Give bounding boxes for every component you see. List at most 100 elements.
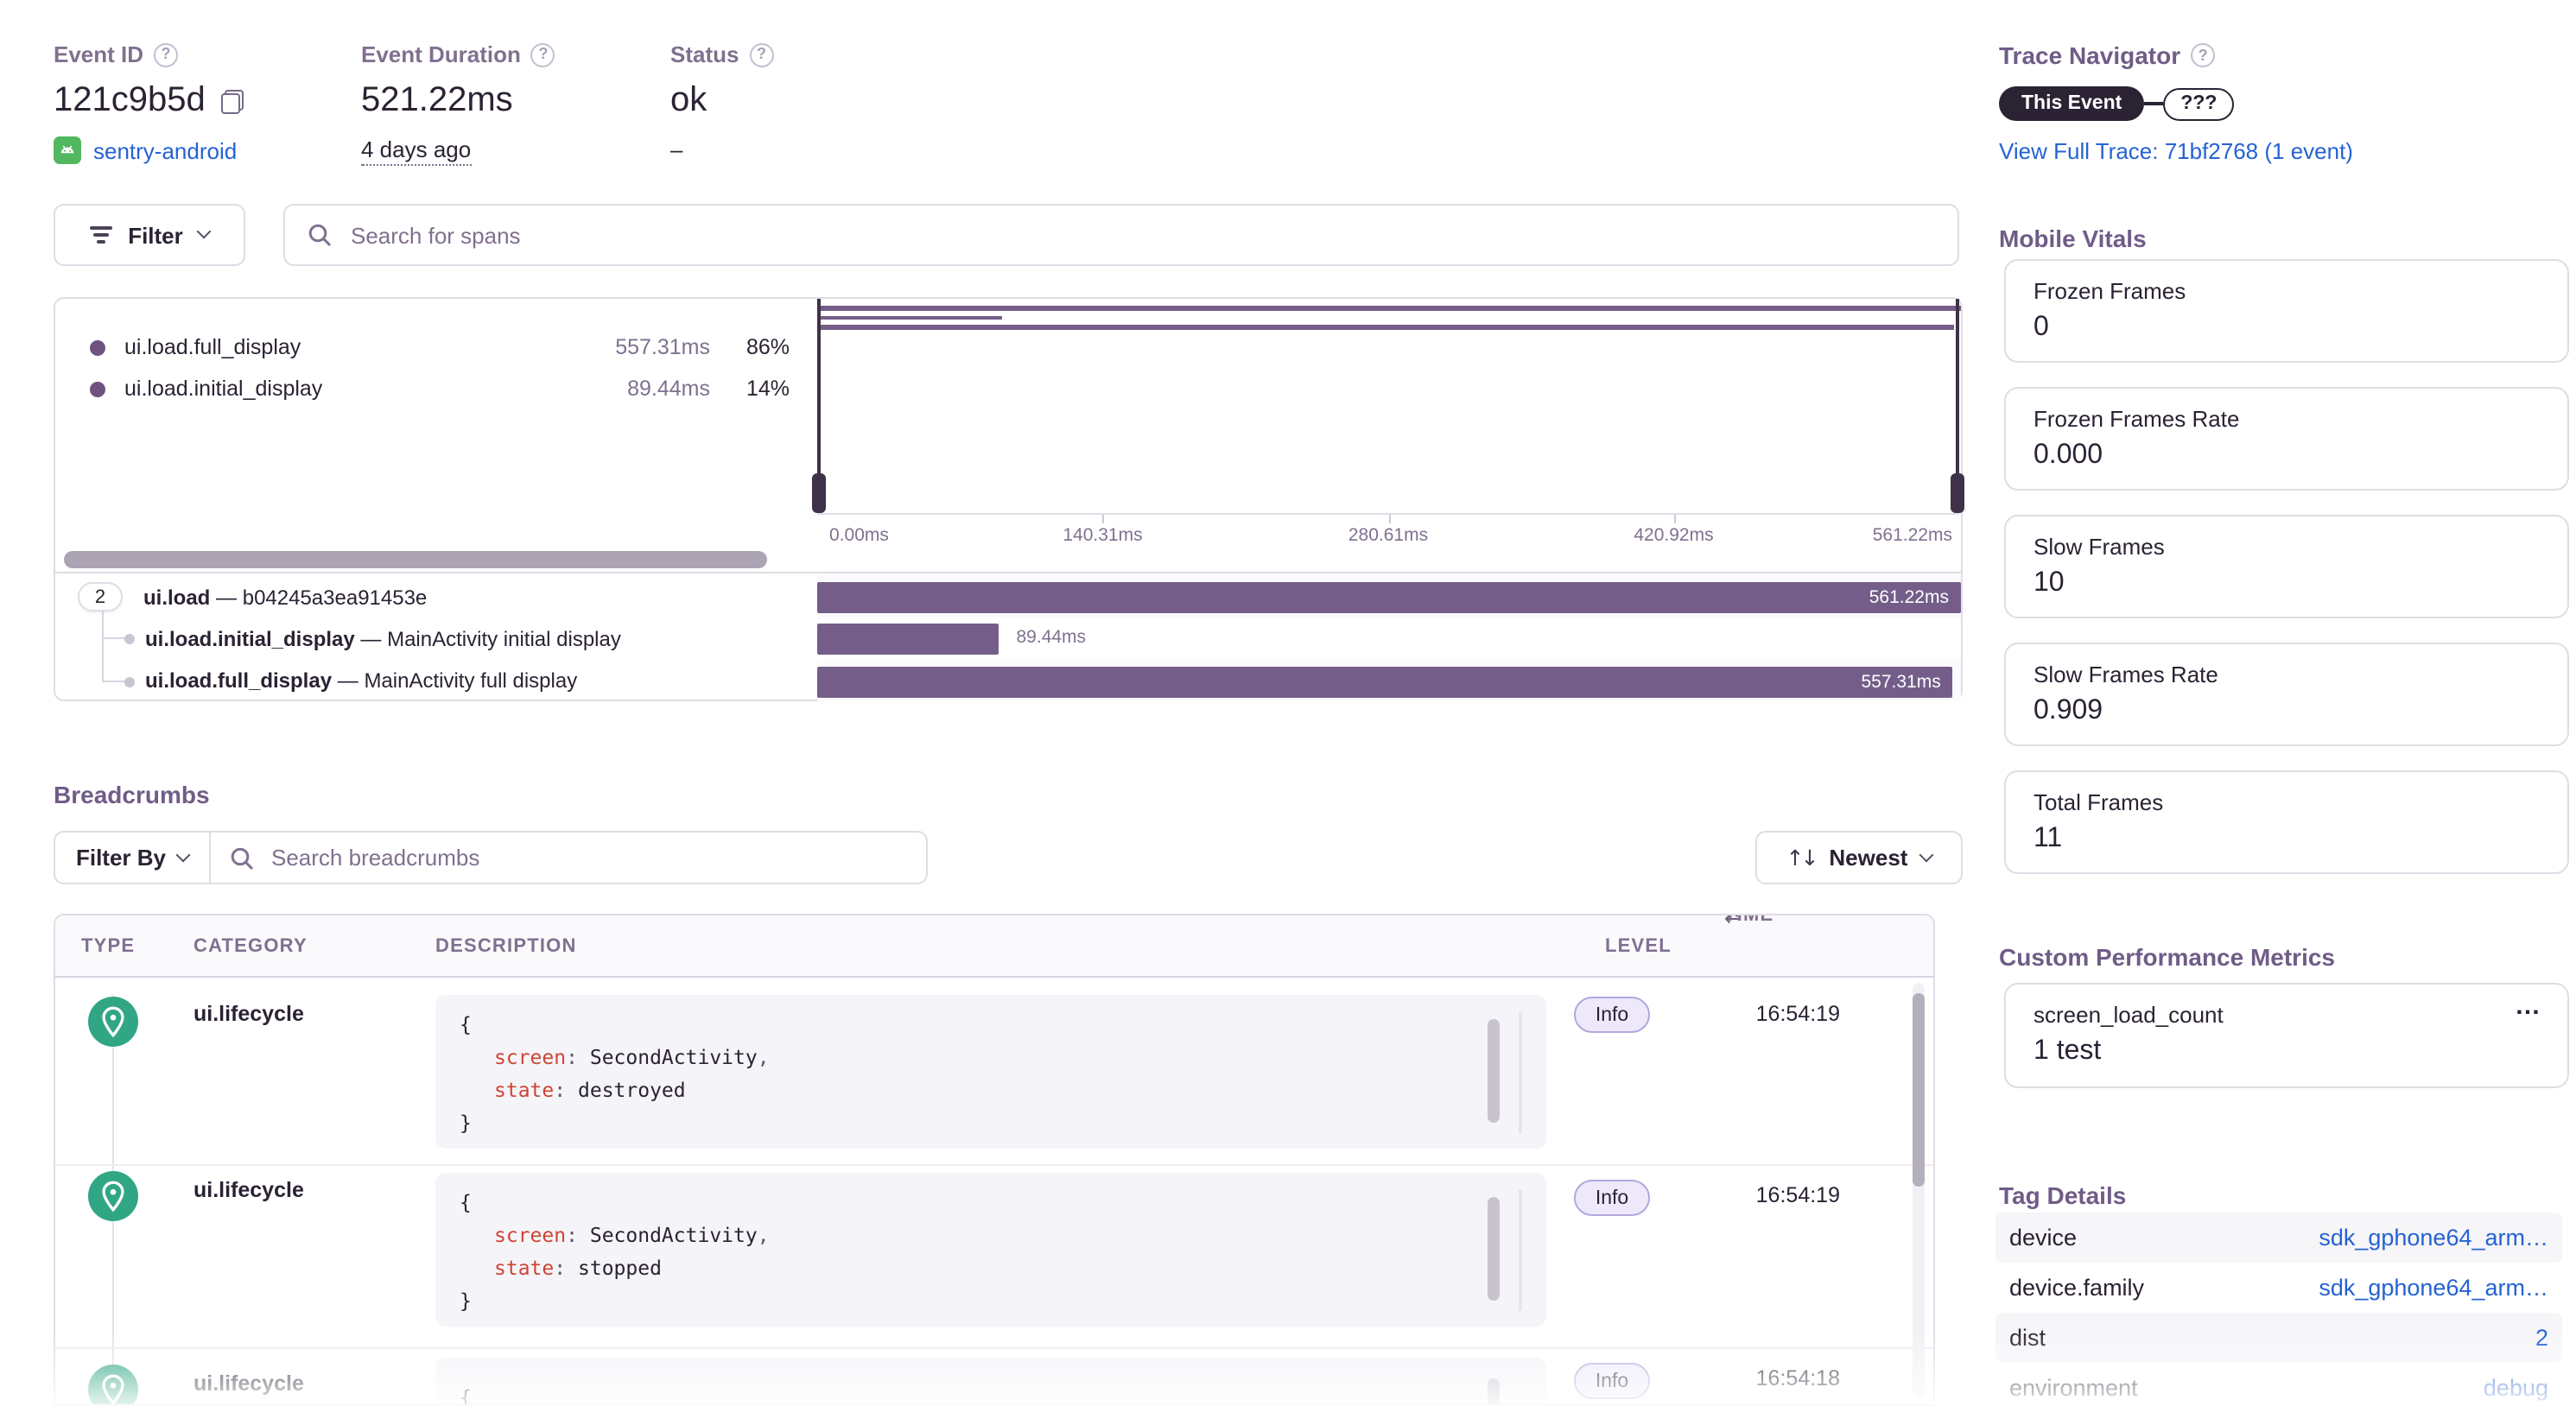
event-duration-label: Event Duration bbox=[361, 41, 521, 67]
column-category: CATEGORY bbox=[194, 936, 308, 957]
vital-label: Slow Frames bbox=[2034, 534, 2165, 560]
tag-key: dist bbox=[2009, 1325, 2046, 1351]
time-axis-label: 561.22ms bbox=[1872, 525, 1952, 546]
span-description: b04245a3ea91453e bbox=[242, 585, 428, 609]
code-scrollbar-thumb[interactable] bbox=[1488, 1019, 1500, 1123]
span-op: ui.load.full_display bbox=[145, 668, 333, 693]
span-bar[interactable]: 561.22ms bbox=[817, 581, 1961, 612]
minimap-right-handle[interactable] bbox=[1951, 473, 1964, 513]
code-value: stopped bbox=[578, 1256, 662, 1280]
span-waterfall-card: ui.load.full_display 557.31ms 86% ui.loa… bbox=[54, 297, 1964, 701]
span-duration-label: 561.22ms bbox=[1869, 586, 1949, 607]
help-icon[interactable]: ? bbox=[2191, 43, 2216, 67]
location-pin-icon bbox=[88, 1365, 138, 1404]
span-op: ui.load bbox=[143, 585, 211, 609]
code-key: state bbox=[494, 1256, 555, 1280]
view-full-trace-link[interactable]: View Full Trace: 71bf2768 (1 event) bbox=[1999, 138, 2353, 164]
tag-value-link[interactable]: sdk_gphone64_arm… bbox=[2319, 1275, 2548, 1301]
span-bar[interactable] bbox=[817, 623, 999, 654]
android-icon bbox=[54, 136, 81, 164]
horizontal-scrollbar-thumb[interactable] bbox=[64, 551, 767, 568]
column-type: TYPE bbox=[81, 936, 136, 957]
filter-button[interactable]: Filter bbox=[54, 204, 245, 266]
trace-navigator-title: Trace Navigator bbox=[1999, 41, 2181, 69]
tree-connector bbox=[102, 676, 135, 687]
vital-card: Slow Frames 10 bbox=[2004, 515, 2569, 618]
unknown-trace-pill[interactable]: ??? bbox=[2163, 87, 2235, 120]
chevron-down-icon bbox=[175, 846, 191, 862]
code-scrollbar-track bbox=[1519, 1012, 1522, 1133]
code-scrollbar-thumb[interactable] bbox=[1488, 1197, 1500, 1301]
legend-percent: 14% bbox=[746, 377, 790, 401]
ellipsis-menu-button[interactable]: … bbox=[2515, 991, 2543, 1021]
code-key: state bbox=[494, 1078, 555, 1102]
breadcrumb-category: ui.lifecycle bbox=[194, 1178, 304, 1202]
chevron-down-icon bbox=[1919, 846, 1934, 862]
mobile-vitals-title: Mobile Vitals bbox=[1999, 225, 2147, 252]
copy-icon[interactable] bbox=[220, 89, 244, 113]
event-id-section: Event ID ? 121c9b5d sentry-android bbox=[54, 41, 244, 164]
sort-button[interactable]: ↑↓ Newest bbox=[1755, 831, 1963, 884]
row-divider bbox=[55, 1164, 1933, 1166]
table-scrollbar-thumb[interactable] bbox=[1913, 993, 1925, 1187]
trace-minimap[interactable] bbox=[812, 299, 1964, 513]
project-link[interactable]: sentry-android bbox=[93, 137, 238, 163]
span-op: ui.load.initial_display bbox=[145, 626, 355, 650]
help-icon[interactable]: ? bbox=[749, 42, 774, 66]
search-spans-input[interactable] bbox=[347, 220, 1935, 250]
legend-dot bbox=[90, 381, 105, 396]
breadcrumb-time: 16:54:19 bbox=[1755, 1183, 1840, 1207]
span-bar[interactable]: 557.31ms bbox=[817, 666, 1953, 697]
trace-connector bbox=[2144, 102, 2164, 105]
vital-value: 0.000 bbox=[2034, 440, 2103, 470]
legend-name: ui.load.full_display bbox=[124, 335, 301, 359]
span-tree-row[interactable]: ui.load.initial_display — MainActivity i… bbox=[55, 617, 1961, 660]
tag-row: device.family sdk_gphone64_arm… bbox=[1995, 1263, 2562, 1313]
code-scrollbar-thumb[interactable] bbox=[1488, 1378, 1500, 1404]
time-axis: 0.00ms 140.31ms 280.61ms 420.92ms 561.22… bbox=[817, 513, 1959, 553]
status-label: Status bbox=[670, 41, 739, 67]
span-count-badge[interactable]: 2 bbox=[78, 582, 123, 611]
breadcrumbs-table-body: ui.lifecycle { screen: SecondActivity, s… bbox=[55, 978, 1933, 1404]
event-duration-value: 521.22ms bbox=[361, 81, 513, 119]
level-badge: Info bbox=[1574, 1180, 1650, 1216]
event-age[interactable]: 4 days ago bbox=[361, 136, 472, 166]
code-value: SecondActivity bbox=[589, 1223, 758, 1247]
tag-row: device sdk_gphone64_arm… bbox=[1995, 1213, 2562, 1263]
legend-name: ui.load.initial_display bbox=[124, 377, 323, 401]
search-icon bbox=[308, 224, 332, 247]
tag-row: dist 2 bbox=[1995, 1313, 2562, 1363]
span-legend-item: ui.load.initial_display 89.44ms 14% bbox=[90, 377, 790, 401]
breadcrumb-description-code: { bbox=[435, 1358, 1546, 1404]
tag-value-link[interactable]: sdk_gphone64_arm… bbox=[2319, 1225, 2548, 1251]
breadcrumb-category: ui.lifecycle bbox=[194, 1002, 304, 1026]
tag-key: device.family bbox=[2009, 1275, 2145, 1301]
event-id-label: Event ID bbox=[54, 41, 144, 67]
vital-card: Frozen Frames 0 bbox=[2004, 259, 2569, 363]
this-event-pill[interactable]: This Event bbox=[1999, 86, 2145, 121]
code-value: SecondActivity bbox=[589, 1045, 758, 1069]
minimap-left-handle[interactable] bbox=[812, 473, 826, 513]
tag-value-link[interactable]: debug bbox=[2483, 1375, 2548, 1401]
span-tree: 2 ui.load — b04245a3ea91453e 561.22ms ui… bbox=[55, 575, 1961, 701]
span-duration-label: 557.31ms bbox=[1861, 671, 1941, 692]
tag-value-link[interactable]: 2 bbox=[2535, 1325, 2548, 1351]
metric-label: screen_load_count bbox=[2034, 1002, 2224, 1028]
minimap-bar bbox=[821, 315, 1003, 320]
table-scrollbar-track[interactable] bbox=[1913, 983, 1925, 1397]
time-axis-label: 0.00ms bbox=[829, 525, 889, 546]
span-tree-row[interactable]: ui.load.full_display — MainActivity full… bbox=[55, 660, 1961, 701]
breadcrumbs-title: Breadcrumbs bbox=[54, 781, 210, 808]
vital-label: Total Frames bbox=[2034, 789, 2164, 815]
minimap-left-edge[interactable] bbox=[817, 299, 821, 513]
minimap-right-edge[interactable] bbox=[1956, 299, 1959, 513]
breadcrumbs-table: TYPE CATEGORY DESCRIPTION LEVEL ⇄ TIME u… bbox=[54, 914, 1935, 1406]
span-tree-row[interactable]: 2 ui.load — b04245a3ea91453e 561.22ms bbox=[55, 575, 1961, 618]
filter-by-button[interactable]: Filter By bbox=[55, 833, 211, 883]
tag-details-title: Tag Details bbox=[1999, 1181, 2127, 1209]
help-icon[interactable]: ? bbox=[530, 42, 555, 66]
search-breadcrumbs-input[interactable] bbox=[268, 843, 907, 872]
help-icon[interactable]: ? bbox=[154, 42, 179, 66]
vital-card: Frozen Frames Rate 0.000 bbox=[2004, 387, 2569, 491]
vital-card: Slow Frames Rate 0.909 bbox=[2004, 643, 2569, 746]
